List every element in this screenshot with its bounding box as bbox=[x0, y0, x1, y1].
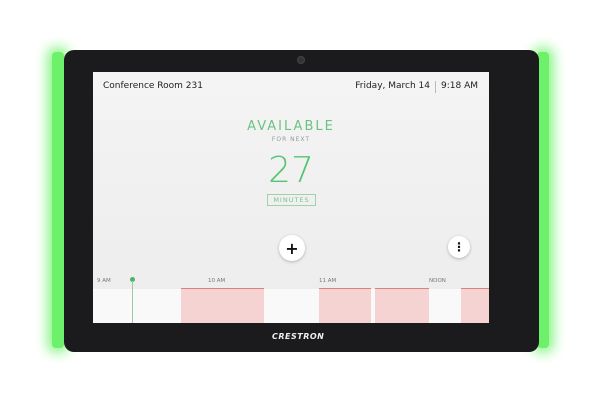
more-options-button[interactable]: ⋮ bbox=[448, 236, 470, 258]
status-led-left bbox=[52, 52, 64, 348]
current-time-line bbox=[132, 281, 133, 323]
add-reservation-button[interactable]: + bbox=[279, 235, 305, 261]
brand-logo: CRESTRON bbox=[272, 332, 325, 341]
hour-label: 10 AM bbox=[208, 278, 226, 284]
hour-label: 9 AM bbox=[97, 278, 111, 284]
minutes-label: MINUTES bbox=[267, 194, 316, 206]
hour-label: NOON bbox=[429, 278, 446, 284]
booked-block[interactable] bbox=[461, 288, 489, 323]
hour-label: 11 AM bbox=[319, 278, 337, 284]
minutes-count: 27 bbox=[268, 150, 314, 191]
status-sub: FOR NEXT bbox=[271, 136, 311, 143]
time: 9:18 AM bbox=[441, 81, 478, 91]
schedule-timeline[interactable]: 9 AM 10 AM 11 AM NOON bbox=[93, 275, 489, 323]
status-led-right bbox=[537, 52, 549, 348]
divider bbox=[435, 81, 436, 93]
timeline-background bbox=[93, 289, 489, 323]
date: Friday, March 14 bbox=[355, 81, 430, 91]
screen: Conference Room 231 Friday, March 14 9:1… bbox=[93, 72, 489, 323]
booked-block[interactable] bbox=[181, 288, 264, 323]
status-label: AVAILABLE bbox=[247, 119, 335, 134]
date-time: Friday, March 14 9:18 AM bbox=[355, 81, 478, 93]
current-time-marker bbox=[130, 277, 135, 282]
room-name: Conference Room 231 bbox=[103, 81, 203, 91]
camera-icon bbox=[297, 56, 305, 64]
booked-block[interactable] bbox=[375, 288, 429, 323]
booked-block[interactable] bbox=[319, 288, 371, 323]
